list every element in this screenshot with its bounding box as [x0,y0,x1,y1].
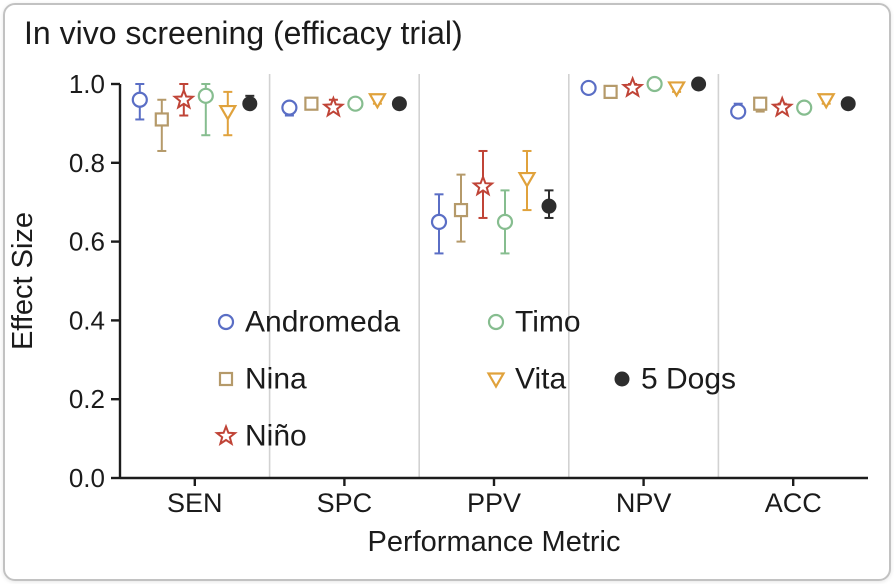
x-tick-label: SEN [167,488,223,518]
x-tick-label: SPC [317,488,373,518]
legend-label: Nina [245,363,307,396]
data-point-andromeda-acc [730,102,747,120]
data-point-andromeda-npv [580,79,597,97]
open-square-marker [603,84,618,99]
open-circle-marker [487,313,505,331]
data-point-timo-sen [197,83,214,137]
data-point-5-dogs-acc [840,96,856,112]
data-point-5-dogs-ppv [541,189,557,219]
open-square-marker [304,96,319,111]
open-circle-marker [217,313,235,331]
y-tick-label: 0.6 [69,227,105,257]
legend-label: Andromeda [245,306,400,339]
data-point-vita-acc [816,93,836,110]
data-point-vita-ppv [517,149,537,212]
open-triangle-down-marker [486,372,506,389]
data-point-andromeda-sen [131,83,148,121]
x-tick-label: PPV [467,488,521,518]
data-point-ni-o-acc [770,95,794,118]
data-point-vita-sen [218,90,238,137]
open-star-marker [620,75,645,98]
data-point-andromeda-ppv [430,193,448,255]
open-circle-marker [131,91,148,108]
filled-circle-marker [391,96,407,112]
legend-item-andromeda: Andromeda [217,306,400,339]
y-tick-label: 0.2 [69,384,105,414]
y-tick-label: 0.4 [69,305,105,335]
open-star-marker [770,95,794,118]
y-tick-label: 0.0 [69,463,105,493]
data-point-5-dogs-sen [242,94,258,112]
open-circle-marker [347,95,364,112]
open-circle-marker [496,213,514,230]
data-point-timo-npv [646,75,663,93]
x-tick-label: ACC [765,488,822,518]
open-star-marker [471,174,495,197]
data-point-nina-ppv [453,173,469,243]
open-square-marker [218,371,234,387]
open-square-marker [453,202,469,218]
y-axis-title: Effect Size [7,212,39,350]
filled-circle-marker [840,96,856,112]
y-tick-label: 0.8 [69,148,105,178]
filled-circle-marker [541,198,557,214]
filled-circle-marker [691,76,707,92]
data-point-nina-npv [603,84,618,99]
data-point-ni-o-sen [172,83,196,117]
data-point-nina-spc [304,96,319,111]
open-triangle-down-marker [517,171,537,189]
open-circle-marker [281,99,298,116]
x-tick-label: NPV [616,488,672,518]
data-point-ni-o-spc [321,95,346,118]
filled-circle-marker [242,96,258,112]
data-point-vita-npv [667,81,687,98]
open-circle-marker [730,103,747,120]
data-point-timo-ppv [496,189,514,255]
open-square-marker [154,112,169,127]
data-point-ni-o-npv [620,75,645,98]
x-axis-title: Performance Metric [367,526,620,558]
open-circle-marker [197,87,214,104]
legend-label: 5 Dogs [641,363,736,396]
open-star-marker [214,423,238,447]
legend-label: Timo [515,306,581,339]
data-point-timo-spc [347,95,364,112]
legend-item-5-dogs: 5 Dogs [614,363,736,396]
legend-item-vita: Vita [486,363,566,396]
data-point-andromeda-spc [281,99,298,117]
plot-area: 1.0 0.8 0.6 0.4 0.2 0.0 SEN SPC PPV NPV ACC Androme… [69,69,868,518]
legend-label: Vita [515,363,566,396]
data-point-nina-sen [154,98,169,152]
open-triangle-down-marker [667,81,687,98]
open-triangle-down-marker [816,93,836,110]
open-star-marker [172,87,196,110]
chart-title: In vivo screening (efficacy trial) [24,15,463,51]
open-triangle-down-marker [218,104,238,122]
legend-label: Niño [245,420,307,453]
open-circle-marker [580,79,597,97]
open-circle-marker [796,99,813,116]
legend-item-timo: Timo [487,306,581,339]
data-point-vita-spc [367,93,387,110]
legend-item-nina: Nina [218,363,307,396]
data-point-5-dogs-spc [391,96,407,112]
open-star-marker [321,95,346,118]
open-circle-marker [646,75,663,93]
data-point-ni-o-ppv [471,149,495,219]
data-point-timo-acc [796,99,813,116]
open-circle-marker [430,213,448,230]
y-tick-label: 1.0 [69,69,105,99]
open-square-marker [753,96,768,111]
data-point-5-dogs-npv [691,76,707,92]
legend-item-ni-o: Niño [214,420,307,453]
open-triangle-down-marker [367,93,387,110]
filled-circle-marker [614,371,630,387]
data-point-nina-acc [753,96,768,113]
